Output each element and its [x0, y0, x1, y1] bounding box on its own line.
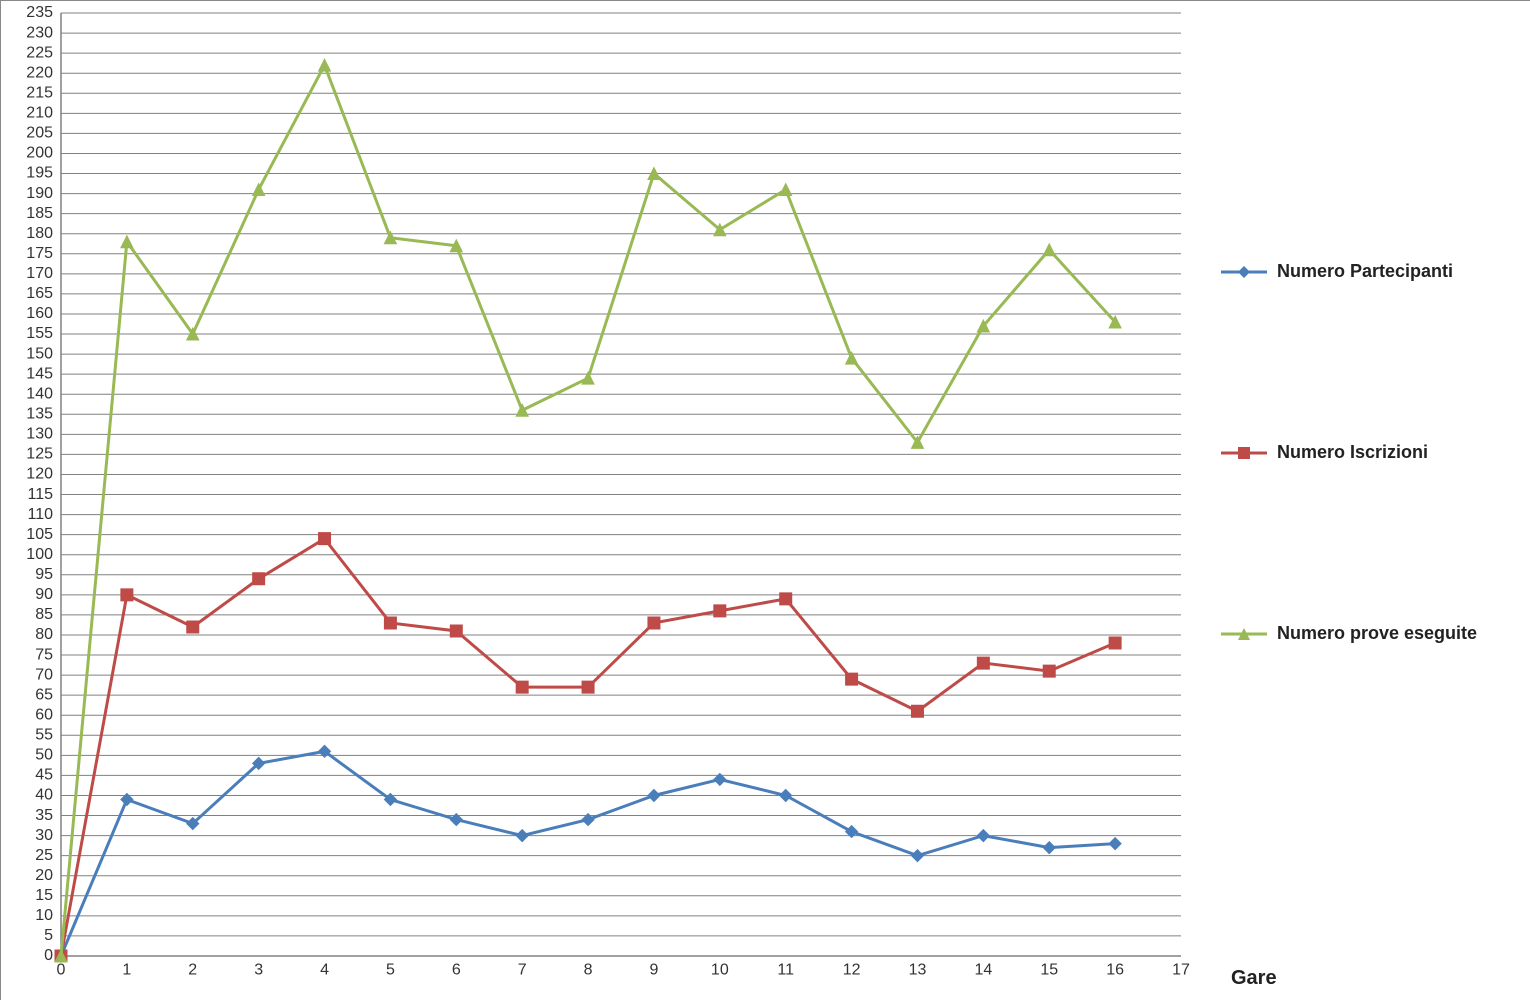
- y-tick-label: 185: [26, 205, 53, 222]
- x-tick-label: 1: [122, 961, 131, 978]
- y-tick-label: 190: [26, 185, 53, 202]
- y-tick-label: 155: [26, 325, 53, 342]
- series-marker-1: [977, 657, 989, 669]
- x-tick-label: 17: [1172, 961, 1190, 978]
- x-tick-label: 3: [254, 961, 263, 978]
- x-tick-label: 4: [320, 961, 329, 978]
- y-tick-label: 50: [35, 747, 53, 764]
- y-tick-label: 165: [26, 285, 53, 302]
- y-tick-label: 140: [26, 385, 53, 402]
- x-axis-title: Gare: [1231, 967, 1277, 989]
- chart-container: 0510152025303540455055606570758085909510…: [0, 0, 1530, 1000]
- y-tick-label: 135: [26, 405, 53, 422]
- series-marker-1: [187, 621, 199, 633]
- series-marker-1: [1043, 665, 1055, 677]
- y-tick-label: 30: [35, 827, 53, 844]
- y-tick-label: 115: [27, 486, 53, 503]
- y-tick-label: 45: [35, 767, 53, 784]
- legend-swatch: [1221, 444, 1267, 462]
- series-marker-1: [516, 681, 528, 693]
- x-tick-label: 5: [386, 961, 395, 978]
- y-tick-label: 145: [26, 365, 53, 382]
- y-tick-label: 105: [26, 526, 53, 543]
- y-tick-label: 225: [26, 44, 53, 61]
- y-tick-label: 120: [26, 466, 53, 483]
- series-marker-1: [911, 705, 923, 717]
- y-tick-label: 10: [35, 907, 53, 924]
- series-marker-1: [582, 681, 594, 693]
- series-marker-1: [1109, 637, 1121, 649]
- series-marker-1: [714, 605, 726, 617]
- x-tick-label: 7: [518, 961, 527, 978]
- y-tick-label: 100: [26, 546, 53, 563]
- series-marker-1: [319, 533, 331, 545]
- chart-legend: Numero Partecipanti Numero Iscrizioni Nume…: [1221, 261, 1521, 804]
- y-tick-label: 130: [26, 426, 53, 443]
- y-tick-label: 65: [35, 686, 53, 703]
- legend-swatch: [1221, 625, 1267, 643]
- x-tick-label: 8: [584, 961, 593, 978]
- legend-label: Numero prove eseguite: [1277, 623, 1477, 644]
- y-tick-label: 150: [26, 345, 53, 362]
- series-marker-1: [450, 625, 462, 637]
- y-tick-label: 70: [35, 666, 53, 683]
- y-tick-label: 160: [26, 305, 53, 322]
- y-tick-label: 175: [26, 245, 53, 262]
- x-tick-label: 12: [843, 961, 861, 978]
- y-tick-label: 220: [26, 64, 53, 81]
- diamond-marker-icon: [1236, 264, 1252, 280]
- legend-item-2: Numero prove eseguite: [1221, 623, 1521, 644]
- y-tick-label: 180: [26, 225, 53, 242]
- x-tick-label: 0: [57, 961, 66, 978]
- y-tick-label: 110: [27, 506, 53, 523]
- x-tick-label: 10: [711, 961, 729, 978]
- y-tick-label: 200: [26, 145, 53, 162]
- series-marker-1: [253, 573, 265, 585]
- x-tick-label: 16: [1106, 961, 1124, 978]
- x-tick-label: 15: [1040, 961, 1058, 978]
- y-tick-label: 205: [26, 125, 53, 142]
- series-marker-1: [780, 593, 792, 605]
- y-tick-label: 20: [35, 867, 53, 884]
- y-tick-label: 210: [26, 105, 53, 122]
- x-tick-label: 6: [452, 961, 461, 978]
- y-tick-label: 95: [35, 566, 53, 583]
- y-tick-label: 230: [26, 24, 53, 41]
- y-tick-label: 60: [35, 706, 53, 723]
- legend-item-0: Numero Partecipanti: [1221, 261, 1521, 282]
- y-tick-label: 90: [35, 586, 53, 603]
- y-tick-label: 15: [35, 887, 53, 904]
- x-tick-label: 14: [974, 961, 992, 978]
- y-tick-label: 85: [35, 606, 53, 623]
- y-tick-label: 235: [26, 4, 53, 21]
- series-marker-1: [121, 589, 133, 601]
- legend-label: Numero Iscrizioni: [1277, 442, 1428, 463]
- series-marker-1: [846, 673, 858, 685]
- square-marker-icon: [1236, 445, 1252, 461]
- x-tick-label: 11: [777, 961, 794, 978]
- y-tick-label: 0: [44, 947, 53, 964]
- y-tick-label: 25: [35, 847, 53, 864]
- legend-item-1: Numero Iscrizioni: [1221, 442, 1521, 463]
- triangle-marker-icon: [1236, 626, 1252, 642]
- x-tick-label: 9: [649, 961, 658, 978]
- x-tick-label: 13: [909, 961, 927, 978]
- y-tick-label: 215: [26, 84, 53, 101]
- y-tick-label: 80: [35, 626, 53, 643]
- y-tick-label: 55: [35, 727, 53, 744]
- y-tick-label: 170: [26, 265, 53, 282]
- y-tick-label: 195: [26, 165, 53, 182]
- legend-swatch: [1221, 263, 1267, 281]
- y-tick-label: 40: [35, 787, 53, 804]
- series-marker-1: [648, 617, 660, 629]
- legend-label: Numero Partecipanti: [1277, 261, 1453, 282]
- series-marker-1: [384, 617, 396, 629]
- y-tick-label: 35: [35, 807, 53, 824]
- x-tick-label: 2: [188, 961, 197, 978]
- y-tick-label: 5: [44, 927, 53, 944]
- y-tick-label: 75: [35, 646, 53, 663]
- y-tick-label: 125: [26, 446, 53, 463]
